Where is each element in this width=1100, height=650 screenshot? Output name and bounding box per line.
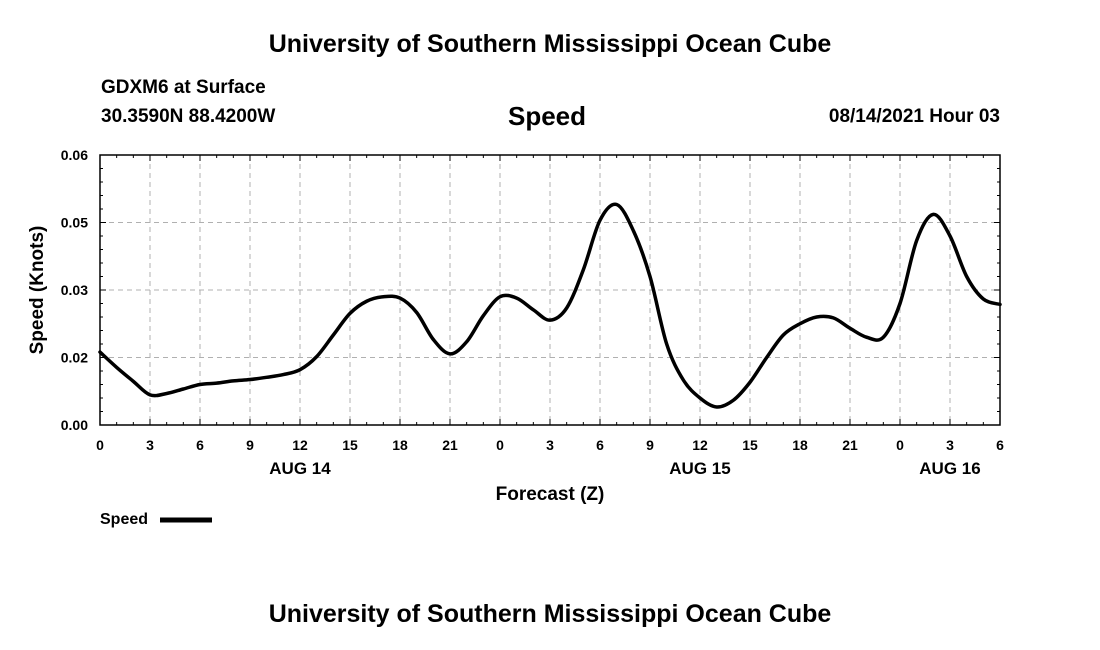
x-tick-label: 18 — [392, 437, 408, 453]
x-tick-label: 9 — [646, 437, 654, 453]
forecast-run-time: 08/14/2021 Hour 03 — [828, 106, 1000, 127]
x-tick-label: 21 — [842, 437, 858, 453]
x-axis-title: Forecast (Z) — [496, 484, 605, 505]
y-axis-title: Speed (Knots) — [27, 226, 48, 355]
x-tick-label: 15 — [342, 437, 358, 453]
y-tick-label: 0.05 — [61, 215, 88, 231]
x-tick-label: 0 — [96, 437, 104, 453]
chart-title: Speed — [508, 101, 587, 131]
date-label: AUG 14 — [269, 459, 331, 478]
x-tick-label: 9 — [246, 437, 254, 453]
x-tick-label: 6 — [596, 437, 604, 453]
y-tick-label: 0.00 — [61, 417, 88, 433]
station-name: GDXM6 at Surface — [101, 77, 266, 98]
x-tick-label: 6 — [196, 437, 204, 453]
legend-label: Speed — [100, 511, 148, 528]
date-label: AUG 16 — [919, 459, 980, 478]
x-tick-label: 0 — [896, 437, 904, 453]
x-tick-label: 15 — [742, 437, 758, 453]
y-tick-label: 0.02 — [61, 350, 88, 366]
y-tick-label: 0.03 — [61, 282, 88, 298]
x-tick-label: 21 — [442, 437, 458, 453]
x-tick-label: 6 — [996, 437, 1004, 453]
page-title: University of Southern Mississippi Ocean… — [268, 30, 832, 58]
x-tick-label: 12 — [692, 437, 708, 453]
x-tick-label: 3 — [146, 437, 154, 453]
footer-title: University of Southern Mississippi Ocean… — [268, 600, 832, 628]
station-coordinates: 30.3590N 88.4200W — [101, 106, 276, 127]
x-tick-label: 0 — [496, 437, 504, 453]
date-label: AUG 15 — [669, 459, 730, 478]
series-line-speed — [98, 202, 1002, 409]
x-tick-label: 3 — [546, 437, 554, 453]
x-tick-label: 18 — [792, 437, 808, 453]
x-tick-label: 12 — [292, 437, 308, 453]
y-tick-label: 0.06 — [61, 147, 88, 163]
x-tick-label: 3 — [946, 437, 954, 453]
